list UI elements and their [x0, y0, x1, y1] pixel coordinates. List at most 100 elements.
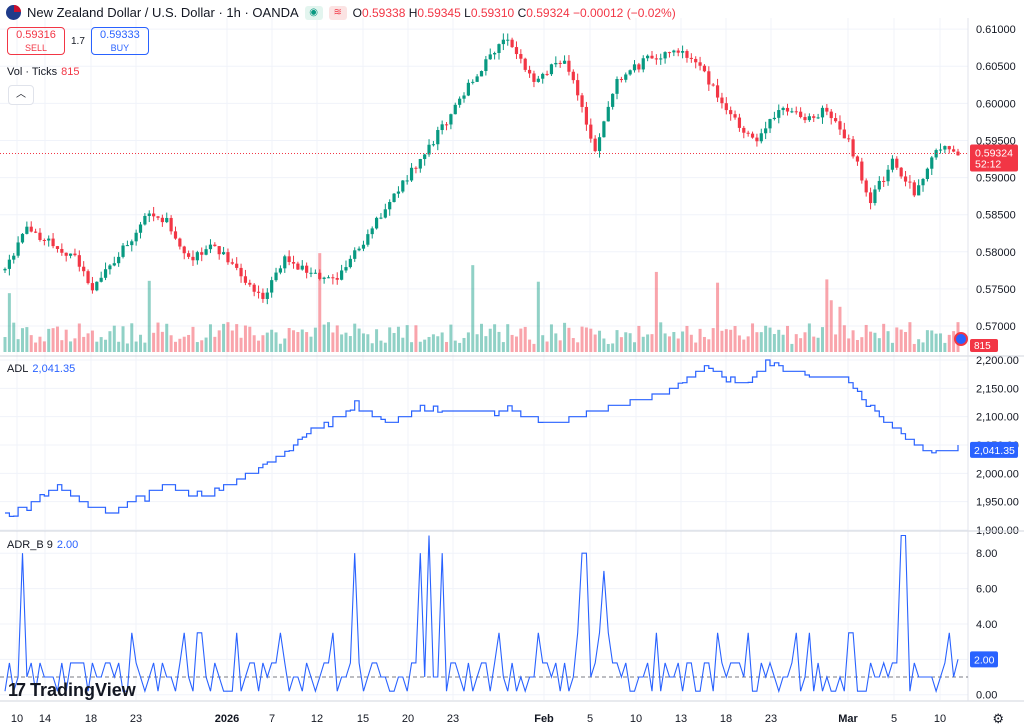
volume-bar [545, 341, 549, 352]
volume-bar [834, 334, 838, 352]
volume-bar [313, 327, 317, 352]
x-tick-label: 10 [630, 713, 642, 725]
tv-logo-icon: 17 [8, 680, 26, 700]
volume-badge [970, 339, 998, 352]
candle-body [462, 95, 466, 99]
volume-bar [322, 324, 326, 352]
economic-event-icon[interactable] [954, 332, 968, 346]
volume-bar [458, 342, 462, 352]
adr-badge [970, 651, 998, 668]
market-status-icon[interactable]: ◉ [304, 5, 323, 20]
x-tick-label: 5 [891, 713, 897, 725]
candle-body [423, 154, 427, 160]
volume-bar [248, 326, 252, 352]
candle-body [646, 55, 650, 59]
candle-body [16, 242, 20, 256]
symbol-title[interactable]: New Zealand Dollar / U.S. Dollar · 1h · … [27, 5, 299, 20]
candle-body [361, 244, 366, 249]
volume-bar [842, 325, 846, 352]
volume-bar [257, 340, 261, 352]
volume-bar [357, 328, 361, 352]
volume-bar [864, 324, 868, 352]
buy-button[interactable]: 0.59333 BUY [90, 27, 149, 55]
candle-body [401, 180, 405, 192]
volume-bar [733, 326, 737, 352]
volume-bar [235, 324, 239, 352]
candle-body [335, 278, 339, 280]
candle-body [886, 169, 890, 182]
candle-body [396, 191, 401, 194]
candle-body [632, 64, 637, 71]
volume-bar [654, 271, 658, 352]
candle-body [99, 277, 103, 282]
volume-bar [200, 340, 204, 352]
candle-body [449, 114, 453, 125]
volume-bar [711, 328, 715, 352]
volume-bar [453, 340, 457, 352]
volume-bar [348, 336, 352, 352]
trade-panel: 0.59316 SELL 1.7 0.59333 BUY [7, 27, 149, 55]
symbol-header: New Zealand Dollar / U.S. Dollar · 1h · … [6, 5, 676, 20]
sell-button[interactable]: 0.59316 SELL [7, 27, 65, 55]
candle-body [147, 213, 151, 216]
candle-body [803, 117, 807, 121]
y-tick-label: 0.59500 [976, 135, 1016, 147]
candle-body [95, 281, 99, 291]
candle-body [484, 59, 488, 72]
volume-bar [125, 343, 129, 352]
x-tick-label: 2026 [215, 713, 239, 725]
volume-bar [405, 325, 409, 352]
candle-body [654, 58, 658, 60]
x-tick-label: 12 [311, 713, 323, 725]
candle-body [864, 180, 868, 193]
data-delay-icon[interactable]: ≋ [328, 5, 347, 20]
candle-body [711, 84, 715, 86]
volume-bar [641, 336, 645, 352]
volume-bar [869, 331, 873, 352]
settings-icon[interactable]: ⚙ [992, 711, 1004, 726]
candle-body [370, 228, 374, 235]
volume-bar [353, 323, 357, 352]
adr-legend[interactable]: ADR_B 9 2.00 [7, 539, 79, 551]
volume-bar [47, 328, 51, 352]
volume-bar [99, 337, 103, 352]
volume-bar [519, 328, 523, 352]
volume-bar [423, 339, 427, 352]
candle-body [506, 39, 510, 41]
candle-body [405, 180, 409, 182]
x-tick-label: 23 [447, 713, 459, 725]
volume-bar [724, 329, 728, 352]
collapse-indicators-button[interactable]: ︿ [8, 85, 34, 105]
volume-bar [493, 324, 497, 352]
volume-bar [952, 331, 956, 352]
candle-body [178, 238, 182, 247]
adl-series-line [5, 359, 959, 517]
volume-bar [42, 341, 46, 352]
adl-legend[interactable]: ADL 2,041.35 [7, 363, 76, 375]
volume-bar [401, 337, 405, 352]
volume-bar [755, 332, 759, 352]
candle-body [47, 238, 51, 241]
last-price-value: 0.59324 [975, 148, 1013, 160]
volume-bar [427, 336, 431, 352]
candle-body [903, 176, 908, 182]
volume-bar [838, 306, 842, 352]
volume-bar [593, 334, 597, 352]
candle-body [868, 192, 873, 204]
candle-body [580, 95, 584, 107]
y-tick-label: 0.57500 [976, 284, 1016, 296]
volume-bar [667, 336, 671, 352]
tradingview-logo[interactable]: 17 TradingView [8, 680, 136, 700]
volume-bar [549, 324, 553, 352]
candle-body [689, 57, 693, 59]
volume-bar [803, 332, 807, 352]
candle-body [777, 110, 781, 118]
candle-body [737, 117, 742, 128]
volume-bar [742, 339, 746, 352]
volume-legend[interactable]: Vol · Ticks 815 [7, 66, 80, 78]
volume-bar [650, 334, 654, 352]
volume-bar [475, 334, 479, 352]
candle-body [208, 244, 213, 250]
candle-body [191, 256, 195, 261]
